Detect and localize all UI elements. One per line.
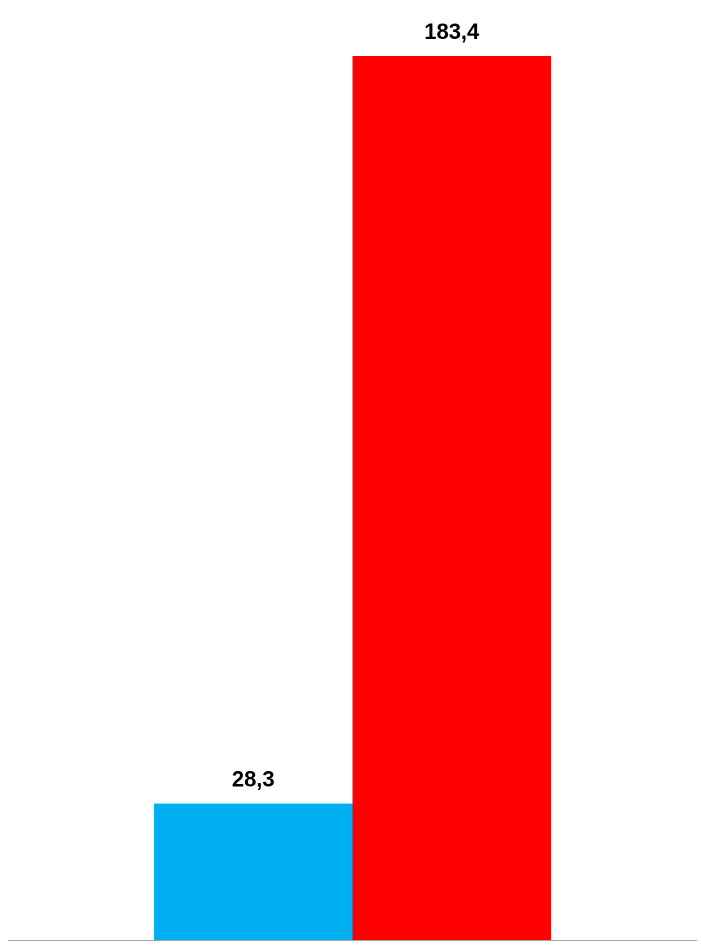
data-label: 28,3 [232, 767, 275, 792]
bar [154, 803, 353, 940]
bar [352, 56, 551, 940]
data-label: 183,4 [424, 19, 480, 44]
